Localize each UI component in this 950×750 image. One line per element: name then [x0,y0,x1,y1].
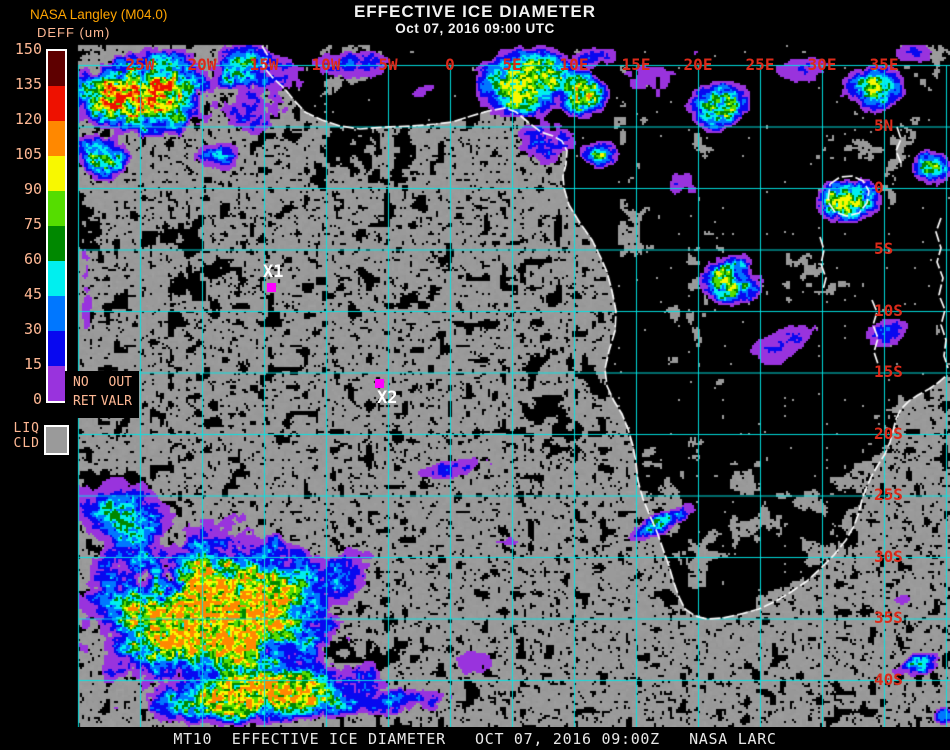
lat-label: 40S [874,670,903,689]
lon-label: 5W [378,55,398,74]
marker-label-x1: X1 [263,262,284,282]
lon-label: 5E [502,55,522,74]
colorbar-segment [48,296,65,331]
timestamp-subtitle: Oct 07, 2016 09:00 UTC [395,21,555,36]
no-retrieval-text-out: OUT [108,375,132,390]
lat-label: 15S [874,362,903,381]
lon-label: 20E [683,55,713,74]
lon-label: 25W [125,55,155,74]
no-retrieval-legend: NO OUT RET VALR [65,371,139,418]
liquid-cloud-swatch [44,425,69,455]
lon-label: 15E [621,55,651,74]
colorbar-tick: 135 [14,75,42,93]
marker-label-x2: X2 [377,388,398,408]
lon-label: 20W [187,55,217,74]
colorbar-segment [48,226,65,261]
colorbar [46,49,67,403]
lon-label: 35E [869,55,899,74]
lat-label: 0 [874,178,884,197]
brand-label: NASA Langley (M04.0) [30,7,168,22]
colorbar-segment [48,51,65,86]
colorbar-tick: 90 [23,180,42,198]
lat-label: 10S [874,301,903,320]
lat-label: 5N [874,116,894,135]
lat-label: 20S [874,424,903,443]
colorbar-segment [48,86,65,121]
no-retrieval-line2: RET VALR [65,390,139,409]
lon-label: 25E [745,55,775,74]
colorbar-tick: 120 [14,110,42,128]
lon-label: 30E [807,55,837,74]
lon-label: 10E [559,55,589,74]
footer-bar [0,727,950,750]
lat-label: 5S [874,239,894,258]
colorbar-tick: 150 [14,40,42,58]
lat-label: 30S [874,547,903,566]
marker-square-x1 [267,283,276,292]
colorbar-segment [48,331,65,366]
colorbar-tick: 45 [23,285,42,303]
colorbar-segment [48,191,65,226]
lon-label: 0 [445,55,455,74]
lat-label: 25S [874,485,903,504]
lon-label: 15W [249,55,279,74]
page-title: EFFECTIVE ICE DIAMETER [353,2,597,21]
marker-square-x2 [375,379,384,388]
colorbar-segment [48,156,65,191]
lat-label: 35S [874,608,903,627]
colorbar-tick: 105 [14,145,42,163]
colorbar-segment [48,121,65,156]
colorbar-segment [48,261,65,296]
no-retrieval-text-valr: VALR [100,394,132,409]
no-retrieval-line1: NO OUT [65,371,139,390]
footer-caption: MT10 EFFECTIVE ICE DIAMETER OCT 07, 2016… [173,730,777,748]
no-retrieval-text-no: NO [73,375,89,390]
colorbar-units-label: DEFF (um) [37,25,111,40]
colorbar-segment [48,366,65,401]
lon-label: 10W [311,55,341,74]
colorbar-tick: 15 [23,355,42,373]
colorbar-tick: 0 [32,390,42,408]
no-retrieval-text-ret: RET [73,394,97,409]
liquid-cloud-label-line1: LIQ [13,421,40,436]
colorbar-tick: 30 [23,320,42,338]
colorbar-tick: 60 [23,250,42,268]
liquid-cloud-label-line2: CLD [13,436,40,451]
colorbar-tick: 75 [23,215,42,233]
